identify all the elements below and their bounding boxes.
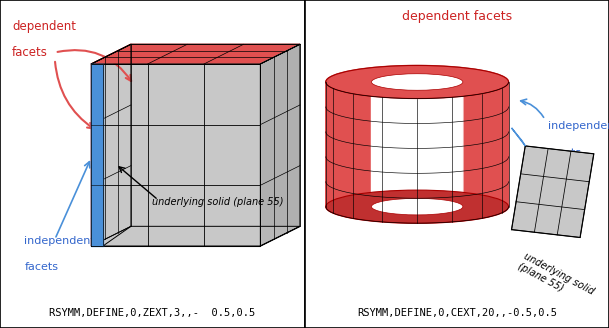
Polygon shape — [103, 64, 260, 246]
Polygon shape — [512, 146, 594, 237]
Text: underlying solid (plane 55): underlying solid (plane 55) — [152, 197, 284, 207]
Text: facets: facets — [548, 148, 582, 157]
Ellipse shape — [326, 190, 509, 223]
Polygon shape — [103, 226, 300, 246]
Polygon shape — [371, 82, 463, 215]
Polygon shape — [326, 82, 509, 223]
Polygon shape — [260, 44, 300, 246]
Polygon shape — [512, 128, 525, 146]
Polygon shape — [91, 64, 103, 246]
Polygon shape — [326, 66, 509, 207]
Text: facets: facets — [24, 262, 58, 272]
Polygon shape — [91, 44, 300, 64]
Ellipse shape — [371, 198, 463, 215]
Ellipse shape — [326, 66, 509, 98]
Text: facets: facets — [12, 46, 48, 59]
Text: dependent facets: dependent facets — [402, 10, 512, 23]
Text: dependent: dependent — [12, 20, 76, 33]
Polygon shape — [91, 44, 131, 246]
Text: independent: independent — [24, 236, 95, 246]
Text: underlying solid
(plane 55): underlying solid (plane 55) — [516, 251, 595, 307]
Ellipse shape — [371, 74, 463, 90]
Text: RSYMM,DEFINE,0,CEXT,20,,-0.5,0.5: RSYMM,DEFINE,0,CEXT,20,,-0.5,0.5 — [357, 308, 557, 318]
Text: independent: independent — [548, 121, 609, 131]
Text: RSYMM,DEFINE,0,ZEXT,3,,-  0.5,0.5: RSYMM,DEFINE,0,ZEXT,3,,- 0.5,0.5 — [49, 308, 255, 318]
